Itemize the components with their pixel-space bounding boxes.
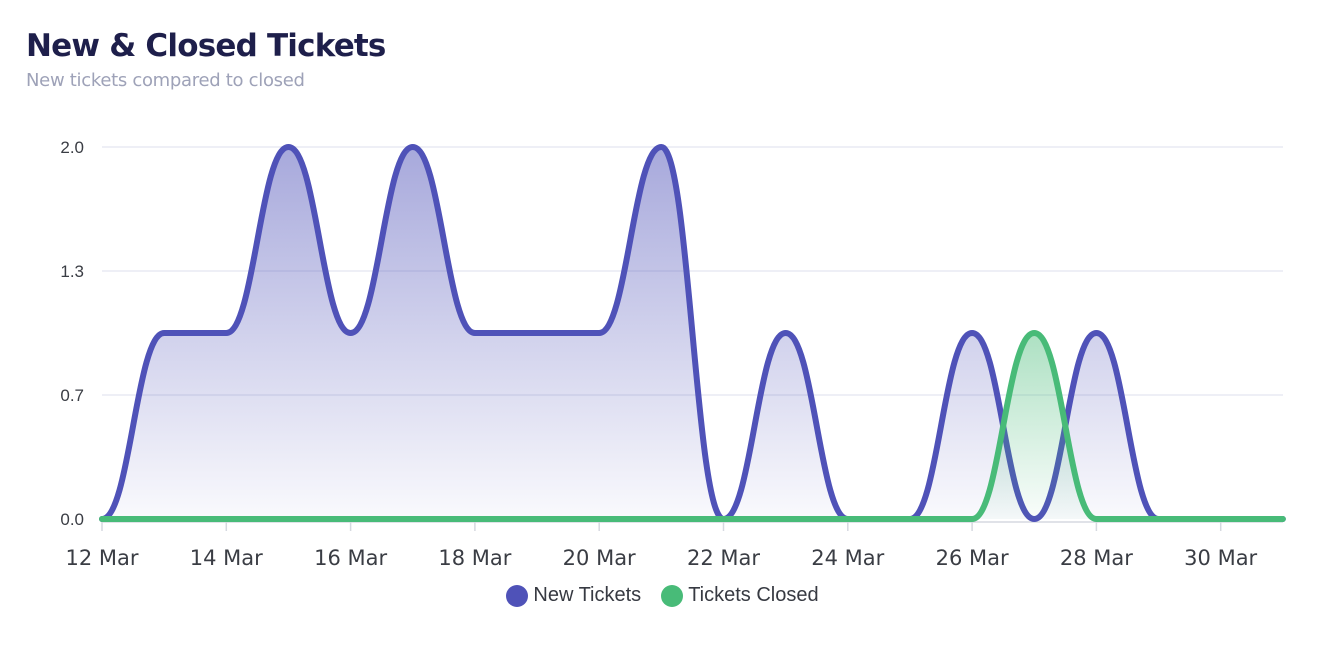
x-tick-label: 14 Mar	[190, 546, 263, 570]
tickets-closed-marker-icon	[661, 584, 684, 607]
legend-item-tickets-closed[interactable]: Tickets Closed	[661, 584, 819, 607]
y-axis: 0.0 0.7 1.3 2.0	[60, 138, 84, 529]
series-new-tickets[interactable]	[99, 144, 1286, 522]
legend-label: New Tickets	[533, 584, 642, 606]
x-axis: 12 Mar 14 Mar 16 Mar 18 Mar 20 Mar 22 Mar 24 M…	[65, 521, 1283, 570]
y-tick-label: 0.0	[60, 510, 84, 529]
series-line[interactable]	[99, 330, 1286, 522]
chart-title: New & Closed Tickets	[26, 28, 386, 64]
x-tick-label: 12 Mar	[65, 546, 138, 570]
y-tick-label: 0.7	[60, 386, 84, 405]
x-tick-label: 28 Mar	[1060, 546, 1133, 570]
x-tick-label: 26 Mar	[936, 546, 1009, 570]
chart-subtitle: New tickets compared to closed	[26, 70, 305, 91]
series-tickets-closed[interactable]	[99, 330, 1286, 522]
x-tick-label: 30 Mar	[1184, 546, 1257, 570]
y-tick-label: 2.0	[60, 138, 84, 157]
legend-label: Tickets Closed	[688, 584, 819, 606]
x-tick-label: 16 Mar	[314, 546, 387, 570]
series-area	[102, 333, 1283, 519]
x-tick-label: 24 Mar	[811, 546, 884, 570]
x-tick-label: 22 Mar	[687, 546, 760, 570]
x-tick-label: 20 Mar	[563, 546, 636, 570]
x-tick-label: 18 Mar	[438, 546, 511, 570]
y-tick-label: 1.3	[60, 262, 84, 281]
legend-item-new-tickets[interactable]: New Tickets	[506, 584, 641, 607]
legend: New Tickets Tickets Closed	[0, 584, 1325, 607]
new-tickets-marker-icon	[506, 584, 529, 607]
